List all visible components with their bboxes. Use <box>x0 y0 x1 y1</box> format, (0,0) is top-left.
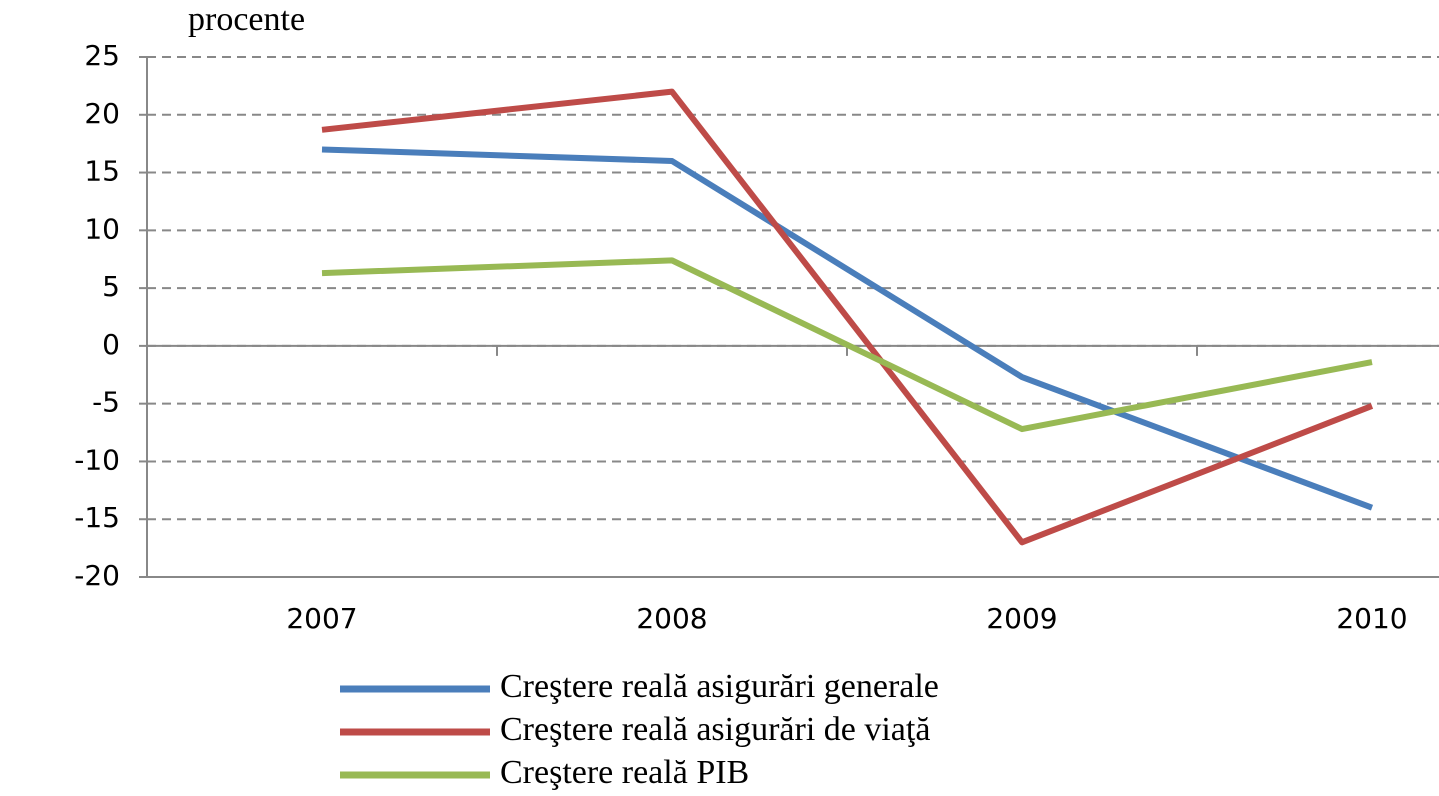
y-tick-label: 25 <box>84 39 120 72</box>
y-tick-label: -5 <box>92 386 120 419</box>
x-tick-label: 2010 <box>1336 602 1407 635</box>
series-line <box>321 88 1374 546</box>
legend-label: Creştere reală asigurări generale <box>500 668 939 705</box>
y-tick-label: -10 <box>74 443 120 476</box>
series-line <box>321 146 1374 511</box>
x-tick-label: 2008 <box>636 602 707 635</box>
y-tick-label: 5 <box>102 270 120 303</box>
y-axis-title: procente <box>188 1 305 38</box>
y-tick-label: 10 <box>84 212 120 245</box>
x-tick-label: 2007 <box>286 602 357 635</box>
y-tick-label: 15 <box>84 155 120 188</box>
y-tick-label: 20 <box>84 97 120 130</box>
legend-label: Creştere reală PIB <box>500 754 749 791</box>
legend-label: Creştere reală asigurări de viaţă <box>500 711 930 748</box>
y-tick-label: 0 <box>102 328 120 361</box>
x-tick-label: 2009 <box>986 602 1057 635</box>
series-line <box>321 257 1373 433</box>
y-tick-label: -20 <box>74 559 120 592</box>
y-tick-label: -15 <box>74 501 120 534</box>
